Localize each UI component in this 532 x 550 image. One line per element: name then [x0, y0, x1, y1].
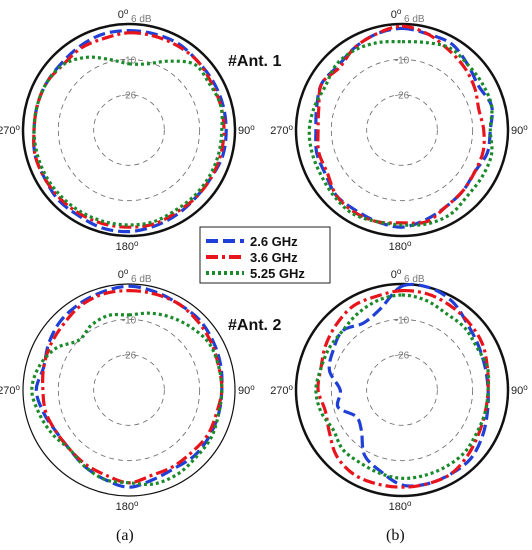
antenna-label-1-text: #Ant. 1	[228, 53, 281, 70]
outer-ring	[21, 22, 237, 238]
angle-label-90: 90o	[511, 383, 528, 397]
series-line-5-25-ghz	[314, 293, 491, 480]
ring-label-0: 6 dB	[404, 14, 425, 25]
angle-label-270: 270o	[0, 383, 21, 397]
angle-label-0: 0o	[391, 267, 402, 281]
grid-ring-2	[366, 94, 438, 166]
ring-label-1: -10	[122, 315, 137, 326]
grid-ring-1	[330, 58, 474, 202]
grid-ring-1	[330, 318, 474, 462]
ring-label-0: 6 dB	[131, 274, 152, 285]
series-line-5-25-ghz	[30, 311, 224, 487]
series-line-3-6-ghz	[32, 31, 226, 229]
angle-label-270: 270o	[270, 123, 293, 137]
angle-label-270: 270o	[270, 383, 293, 397]
grid-ring-2	[366, 354, 438, 426]
antenna-label-1: #Ant. 1	[228, 53, 281, 70]
ring-label-1: -10	[395, 315, 410, 326]
ring-label-2: -26	[395, 351, 410, 362]
grid-ring-2	[93, 354, 165, 426]
ring-label-1: -10	[122, 55, 137, 66]
legend-label-3-6ghz: 3.6 GHz	[250, 250, 298, 265]
angle-label-90: 90o	[511, 123, 528, 137]
angle-label-90: 90o	[238, 383, 255, 397]
angle-label-90: 90o	[238, 123, 255, 137]
ring-label-0: 6 dB	[404, 274, 425, 285]
legend-label-2-6ghz: 2.6 GHz	[250, 234, 298, 249]
grid-ring-2	[93, 94, 165, 166]
series-line-5-25-ghz	[307, 40, 494, 227]
legend-label-5-25ghz: 5.25 GHz	[250, 266, 305, 281]
angle-label-270: 270o	[0, 123, 21, 137]
angle-label-180: 180o	[389, 499, 412, 513]
ring-label-2: -26	[395, 91, 410, 102]
angle-label-180: 180o	[389, 239, 412, 253]
series-line-2-6-ghz	[327, 282, 490, 488]
grid-ring-1	[57, 318, 201, 462]
series-line-5-25-ghz	[32, 55, 224, 227]
angle-label-180: 180o	[116, 239, 139, 253]
angle-label-0: 0o	[118, 267, 129, 281]
ring-label-2: -26	[122, 91, 137, 102]
series-line-3-6-ghz	[316, 24, 486, 225]
outer-ring	[294, 282, 510, 498]
ring-label-1: -10	[395, 55, 410, 66]
series-line-2-6-ghz	[34, 284, 224, 489]
antenna-label-2: #Ant. 2	[228, 317, 281, 334]
angle-label-180: 180o	[116, 499, 139, 513]
outer-ring	[22, 283, 236, 497]
ring-label-2: -26	[122, 351, 137, 362]
angle-label-0: 0o	[391, 7, 402, 21]
angle-label-0: 0o	[118, 7, 129, 21]
legend-box	[199, 226, 331, 284]
panel-label-b: (b)	[386, 527, 405, 544]
outer-ring	[294, 22, 510, 238]
series-line-3-6-ghz	[316, 288, 490, 489]
antenna-label-2-text: #Ant. 2	[228, 317, 281, 334]
grid-ring-1	[57, 58, 201, 202]
panel-label-a: (a)	[116, 527, 134, 544]
series-line-2-6-ghz	[32, 29, 228, 234]
legend: 2.6 GHz 3.6 GHz 5.25 GHz	[199, 226, 331, 284]
series-line-3-6-ghz	[41, 289, 224, 485]
ring-label-0: 6 dB	[131, 14, 152, 25]
